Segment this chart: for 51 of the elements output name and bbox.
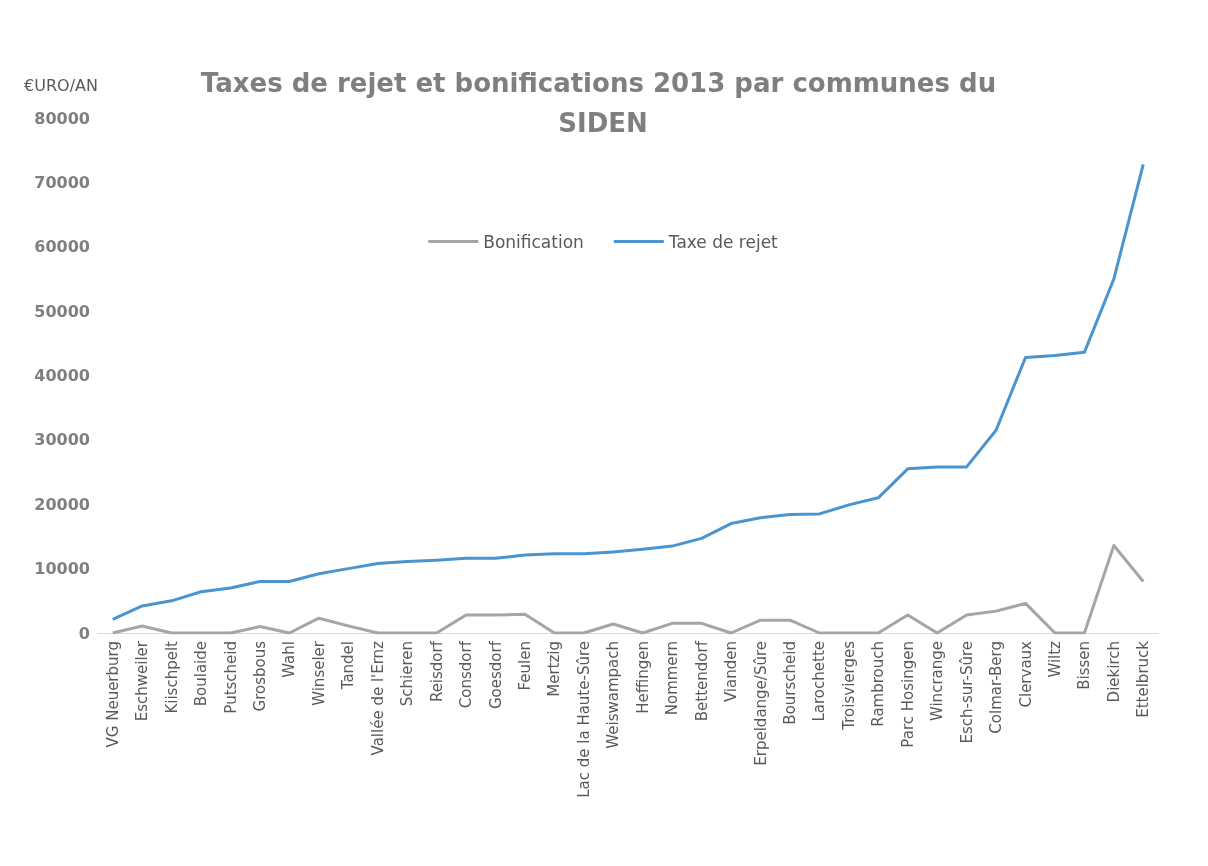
y-tick-label: 80000 xyxy=(34,108,90,128)
x-tick-label: Feulen xyxy=(515,641,534,691)
y-tick-label: 40000 xyxy=(34,366,90,385)
y-axis-title: €URO/AN xyxy=(24,75,98,95)
x-tick-label: Nommern xyxy=(663,641,682,716)
x-tick-label: Esch-sur-Sûre xyxy=(957,641,976,744)
x-tick-label: Diekirch xyxy=(1104,641,1123,703)
chart-title: Taxes de rejet et bonifications 2013 par communes du SIDEN xyxy=(200,68,1006,138)
x-tick-label: Eschweiler xyxy=(133,640,152,722)
y-tick-label: 30000 xyxy=(34,430,90,450)
x-tick-label: Grosbous xyxy=(250,640,269,712)
line-series xyxy=(111,543,1145,635)
y-tick-label: 0 xyxy=(78,623,90,643)
x-tick-label: Clervaux xyxy=(1016,640,1035,708)
y-tick-label: 70000 xyxy=(34,172,90,192)
x-tick-label: Bettendorf xyxy=(692,640,711,722)
x-tick-label: Lac de la Haute-Sûre xyxy=(574,641,593,798)
x-tick-label: Weiswampach xyxy=(604,641,623,749)
x-tick-label: Ettelbruck xyxy=(1134,640,1153,718)
x-tick-label: Bissen xyxy=(1075,641,1094,690)
x-tick-label: Putscheid xyxy=(221,641,240,714)
x-tick-label: Schieren xyxy=(398,641,417,707)
x-tick-label: Parc Hosingen xyxy=(898,641,917,748)
x-tick-label: Vallée de l'Ernz xyxy=(368,640,387,756)
line-series xyxy=(111,162,1145,621)
legend-label: Bonification xyxy=(483,231,584,252)
x-tick-label: Heffingen xyxy=(633,641,652,714)
x-tick-label: Erpeldange/Sûre xyxy=(751,641,770,766)
legend-label: Taxe de rejet xyxy=(667,231,779,252)
y-tick-label: 20000 xyxy=(34,494,90,514)
x-tick-label: Vianden xyxy=(722,641,741,703)
x-tick-label: Winseler xyxy=(309,640,328,706)
x-tick-label: Bourscheid xyxy=(780,641,799,725)
x-tick-label: Boulaide xyxy=(192,641,211,707)
x-tick-label: Wincrange xyxy=(928,641,947,722)
x-tick-label: Tandel xyxy=(339,641,358,691)
x-tick-label: Kiischpelt xyxy=(162,640,181,714)
x-tick-label: Colmar-Berg xyxy=(987,641,1006,734)
x-tick-label: Troisvierges xyxy=(839,640,858,731)
x-tick-label: VG Neuerburg xyxy=(103,641,122,748)
x-tick-label: Reisdorf xyxy=(427,640,446,703)
x-tick-label: Wahl xyxy=(280,641,299,678)
y-tick-label: 10000 xyxy=(34,559,90,579)
x-tick-label: Larochette xyxy=(810,641,829,722)
y-tick-label: 60000 xyxy=(34,237,90,257)
x-tick-label: Wiltz xyxy=(1045,640,1064,678)
x-tick-label: Rambrouch xyxy=(869,641,888,727)
y-tick-label: 50000 xyxy=(34,301,90,321)
x-tick-label: Goesdorf xyxy=(486,640,505,709)
x-tick-label: Consdorf xyxy=(457,640,476,709)
x-tick-label: Mertzig xyxy=(545,641,564,697)
